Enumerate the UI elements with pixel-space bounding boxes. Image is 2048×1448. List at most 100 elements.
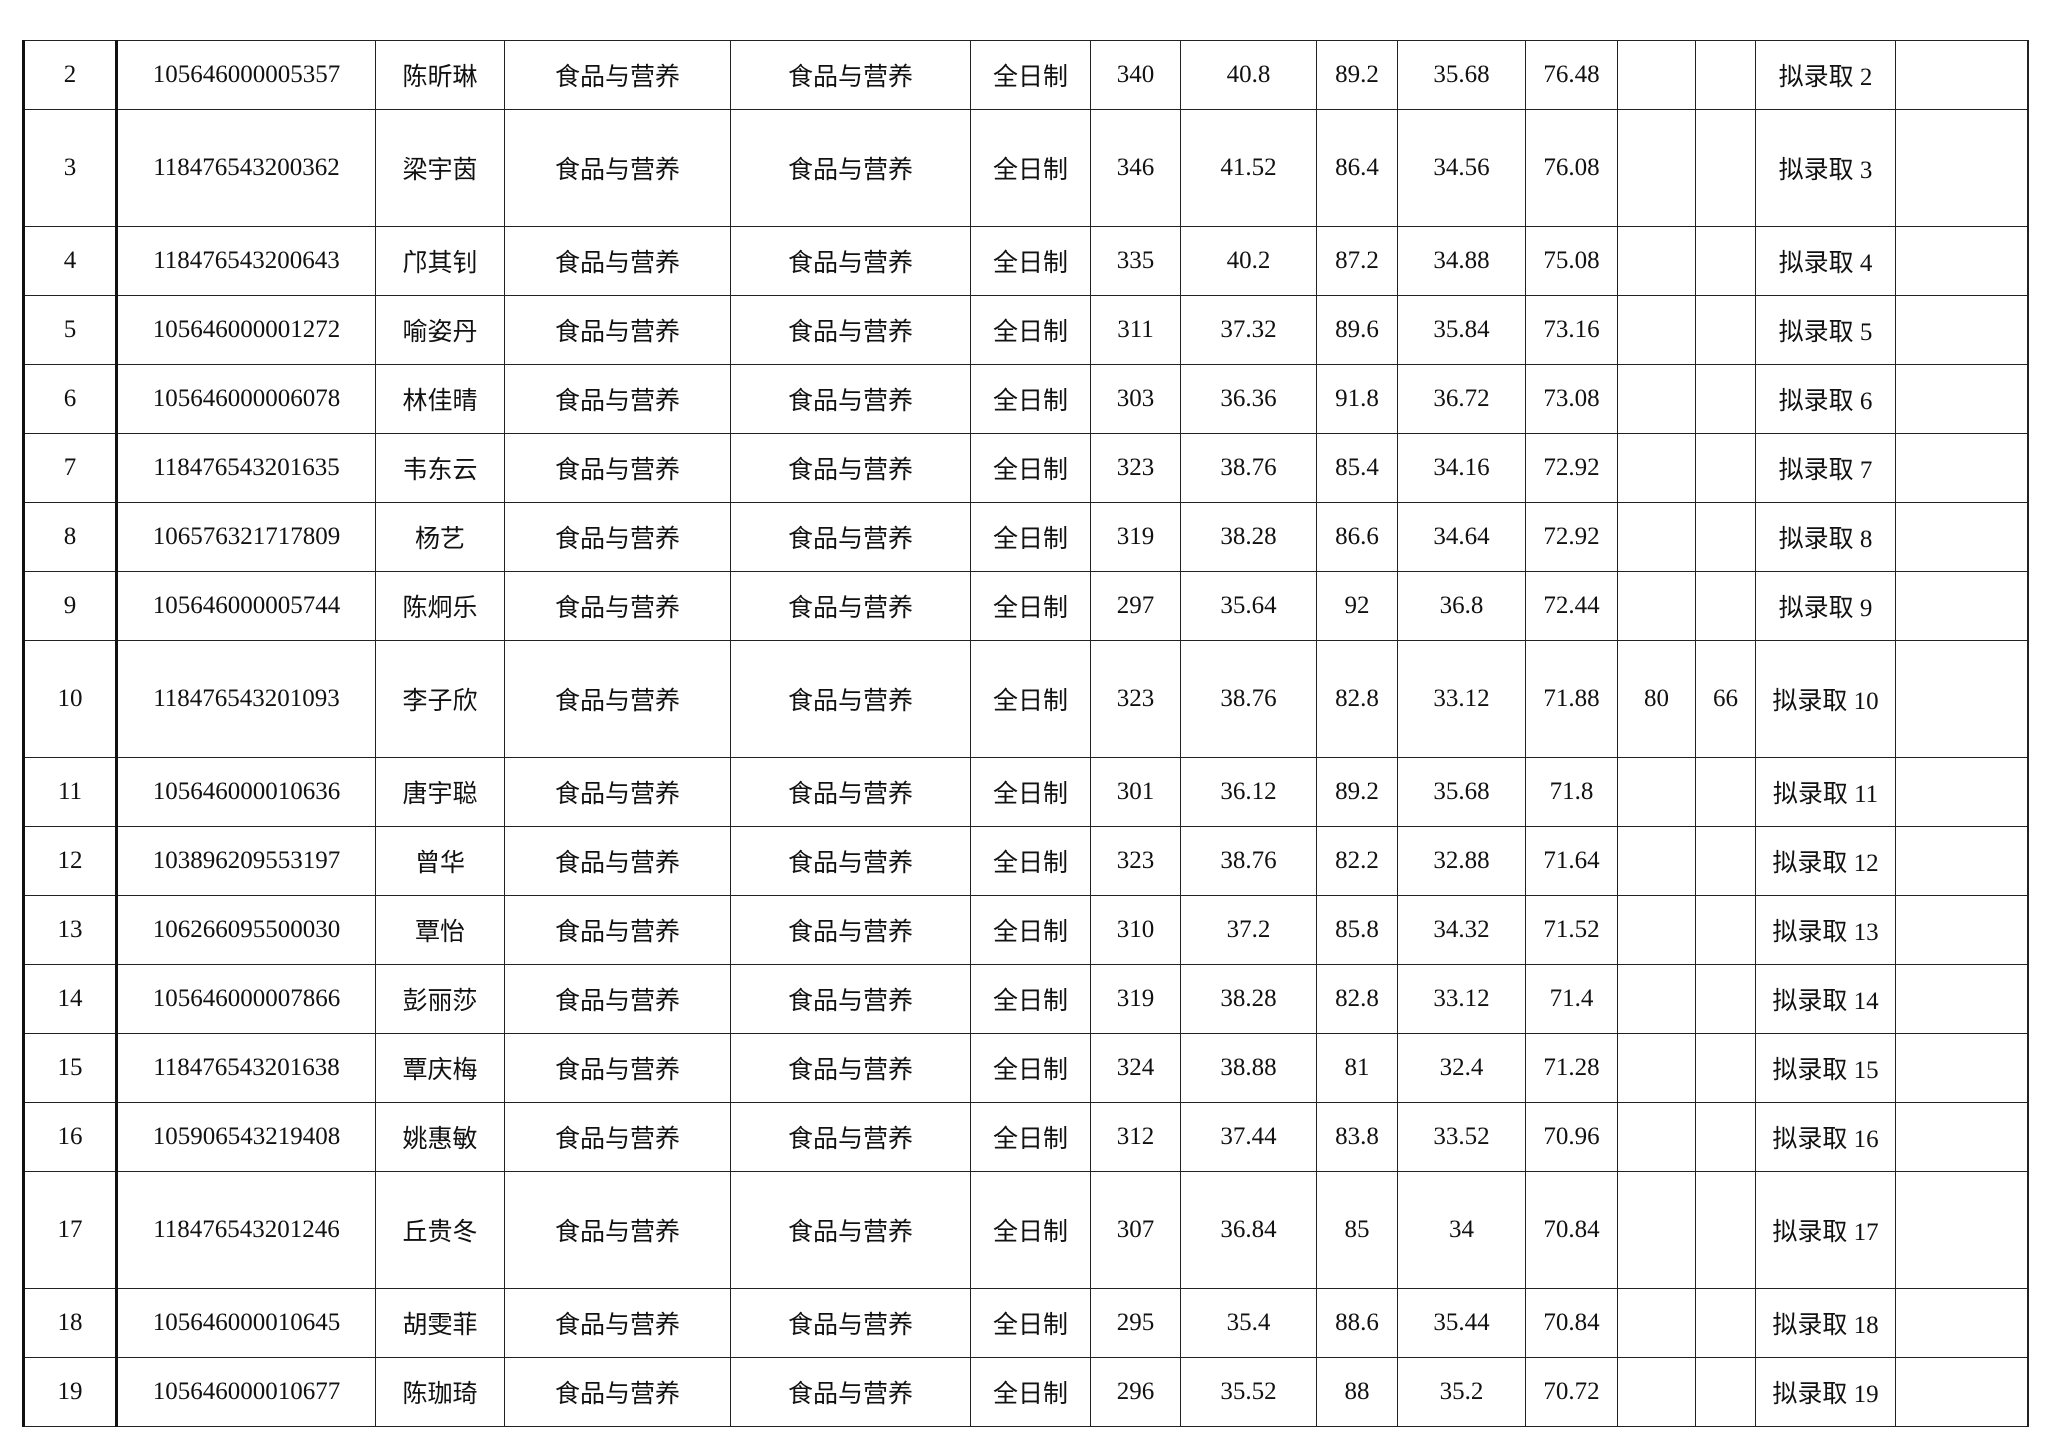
- cell-seq: 6: [22, 364, 118, 434]
- cell-seq: 13: [22, 895, 118, 965]
- cell-extra-1: [1617, 295, 1696, 365]
- cell-total-score: 72.92: [1525, 502, 1618, 572]
- cell-department: 食品与营养: [504, 433, 731, 503]
- cell-retest-score: 92: [1316, 571, 1398, 641]
- cell-exam-id: 105646000005357: [116, 40, 376, 110]
- cell-retest-score: 86.6: [1316, 502, 1398, 572]
- cell-exam-id: 118476543200362: [116, 109, 376, 227]
- cell-retest-weighted: 34.56: [1397, 109, 1526, 227]
- cell-name: 韦东云: [375, 433, 505, 503]
- cell-study-mode: 全日制: [970, 640, 1091, 758]
- cell-total-score: 73.08: [1525, 364, 1618, 434]
- cell-department: 食品与营养: [504, 826, 731, 896]
- cell-prelim-score: 295: [1090, 1288, 1181, 1358]
- cell-department: 食品与营养: [504, 40, 731, 110]
- cell-retest-weighted: 34: [1397, 1171, 1526, 1289]
- cell-result: 拟录取 14: [1755, 964, 1896, 1034]
- cell-total-score: 71.52: [1525, 895, 1618, 965]
- cell-name: 唐宇聪: [375, 757, 505, 827]
- cell-major: 食品与营养: [730, 226, 971, 296]
- cell-extra-1: [1617, 757, 1696, 827]
- cell-prelim-weighted: 38.28: [1180, 502, 1317, 572]
- cell-retest-weighted: 33.12: [1397, 640, 1526, 758]
- cell-department: 食品与营养: [504, 295, 731, 365]
- cell-retest-score: 86.4: [1316, 109, 1398, 227]
- cell-major: 食品与营养: [730, 895, 971, 965]
- cell-study-mode: 全日制: [970, 1357, 1091, 1427]
- cell-total-score: 72.92: [1525, 433, 1618, 503]
- table-row: 19 105646000010677 陈珈琦 食品与营养 食品与营养 全日制 296 35.5…: [22, 1357, 2029, 1427]
- cell-result: 拟录取 16: [1755, 1102, 1896, 1172]
- cell-retest-weighted: 35.44: [1397, 1288, 1526, 1358]
- cell-total-score: 71.28: [1525, 1033, 1618, 1103]
- cell-study-mode: 全日制: [970, 40, 1091, 110]
- cell-seq: 7: [22, 433, 118, 503]
- cell-retest-score: 91.8: [1316, 364, 1398, 434]
- cell-extra-1: [1617, 1033, 1696, 1103]
- cell-note: [1895, 40, 2029, 110]
- cell-note: [1895, 433, 2029, 503]
- cell-exam-id: 106576321717809: [116, 502, 376, 572]
- cell-note: [1895, 640, 2029, 758]
- cell-department: 食品与营养: [504, 1288, 731, 1358]
- cell-extra-1: [1617, 226, 1696, 296]
- table-row: 9 105646000005744 陈炯乐 食品与营养 食品与营养 全日制 297 35.64…: [22, 571, 2029, 641]
- cell-department: 食品与营养: [504, 1033, 731, 1103]
- cell-exam-id: 118476543201246: [116, 1171, 376, 1289]
- cell-total-score: 70.96: [1525, 1102, 1618, 1172]
- cell-major: 食品与营养: [730, 964, 971, 1034]
- cell-result: 拟录取 3: [1755, 109, 1896, 227]
- cell-major: 食品与营养: [730, 1102, 971, 1172]
- table-row: 12 103896209553197 曾华 食品与营养 食品与营养 全日制 323 38.76…: [22, 826, 2029, 896]
- cell-name: 丘贵冬: [375, 1171, 505, 1289]
- cell-note: [1895, 826, 2029, 896]
- cell-seq: 3: [22, 109, 118, 227]
- cell-retest-weighted: 35.2: [1397, 1357, 1526, 1427]
- cell-extra-1: [1617, 964, 1696, 1034]
- cell-result: 拟录取 12: [1755, 826, 1896, 896]
- cell-total-score: 76.08: [1525, 109, 1618, 227]
- cell-note: [1895, 1357, 2029, 1427]
- cell-prelim-weighted: 35.52: [1180, 1357, 1317, 1427]
- cell-retest-score: 82.8: [1316, 640, 1398, 758]
- cell-extra-2: [1695, 571, 1756, 641]
- cell-total-score: 73.16: [1525, 295, 1618, 365]
- cell-prelim-score: 303: [1090, 364, 1181, 434]
- cell-extra-2: [1695, 1102, 1756, 1172]
- cell-study-mode: 全日制: [970, 1033, 1091, 1103]
- cell-exam-id: 105646000010677: [116, 1357, 376, 1427]
- cell-retest-weighted: 36.72: [1397, 364, 1526, 434]
- cell-retest-score: 87.2: [1316, 226, 1398, 296]
- cell-extra-2: [1695, 433, 1756, 503]
- cell-prelim-score: 312: [1090, 1102, 1181, 1172]
- cell-retest-weighted: 36.8: [1397, 571, 1526, 641]
- cell-name: 喻姿丹: [375, 295, 505, 365]
- cell-extra-1: [1617, 571, 1696, 641]
- cell-result: 拟录取 5: [1755, 295, 1896, 365]
- cell-seq: 4: [22, 226, 118, 296]
- cell-name: 梁宇茵: [375, 109, 505, 227]
- table-row: 16 105906543219408 姚惠敏 食品与营养 食品与营养 全日制 312 37.4…: [22, 1102, 2029, 1172]
- cell-extra-2: [1695, 826, 1756, 896]
- cell-study-mode: 全日制: [970, 295, 1091, 365]
- cell-extra-1: [1617, 433, 1696, 503]
- cell-exam-id: 118476543201638: [116, 1033, 376, 1103]
- cell-result: 拟录取 13: [1755, 895, 1896, 965]
- cell-total-score: 70.84: [1525, 1288, 1618, 1358]
- cell-exam-id: 105646000001272: [116, 295, 376, 365]
- cell-retest-weighted: 32.4: [1397, 1033, 1526, 1103]
- cell-extra-2: [1695, 964, 1756, 1034]
- table-row: 7 118476543201635 韦东云 食品与营养 食品与营养 全日制 323 38.76…: [22, 433, 2029, 503]
- cell-extra-1: [1617, 1102, 1696, 1172]
- cell-seq: 10: [22, 640, 118, 758]
- cell-exam-id: 105646000010645: [116, 1288, 376, 1358]
- cell-extra-1: [1617, 1357, 1696, 1427]
- cell-department: 食品与营养: [504, 226, 731, 296]
- cell-name: 李子欣: [375, 640, 505, 758]
- cell-name: 胡雯菲: [375, 1288, 505, 1358]
- cell-exam-id: 105906543219408: [116, 1102, 376, 1172]
- cell-prelim-score: 319: [1090, 964, 1181, 1034]
- cell-extra-1: [1617, 502, 1696, 572]
- cell-extra-1: [1617, 40, 1696, 110]
- cell-department: 食品与营养: [504, 1171, 731, 1289]
